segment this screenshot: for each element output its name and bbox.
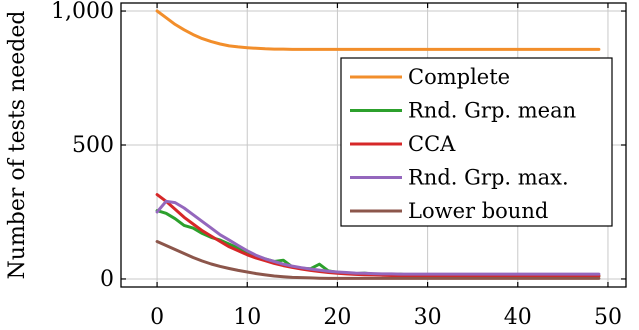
legend-label-complete: Complete — [408, 65, 510, 89]
x-tick-label: 30 — [414, 305, 442, 330]
series-line-rnd-grp-max — [155, 199, 601, 276]
series-line-lower-bound — [155, 240, 601, 280]
legend-label-lower-bound: Lower bound — [408, 199, 548, 223]
x-tick-label: 20 — [323, 305, 351, 330]
legend-label-rnd-grp-mean: Rnd. Grp. mean — [408, 99, 576, 123]
y-tick-label: 1,000 — [51, 0, 114, 24]
x-tick-label: 50 — [594, 305, 622, 330]
legend-box — [340, 57, 613, 227]
y-tick-label: 500 — [72, 133, 114, 158]
series-group — [155, 9, 601, 280]
legend-label-rnd-grp-max: Rnd. Grp. max. — [408, 166, 569, 190]
series-line-complete — [155, 9, 601, 51]
x-tick-label: 10 — [233, 305, 261, 330]
y-tick-label: 0 — [100, 267, 114, 292]
legend: Complete Rnd. Grp. mean CCA Rnd. Grp. max. L… — [340, 57, 613, 227]
x-tick-label: 0 — [150, 305, 164, 330]
x-tick-label: 40 — [504, 305, 532, 330]
y-axis-label: Number of tests needed — [5, 11, 30, 280]
legend-label-cca: CCA — [408, 132, 456, 156]
